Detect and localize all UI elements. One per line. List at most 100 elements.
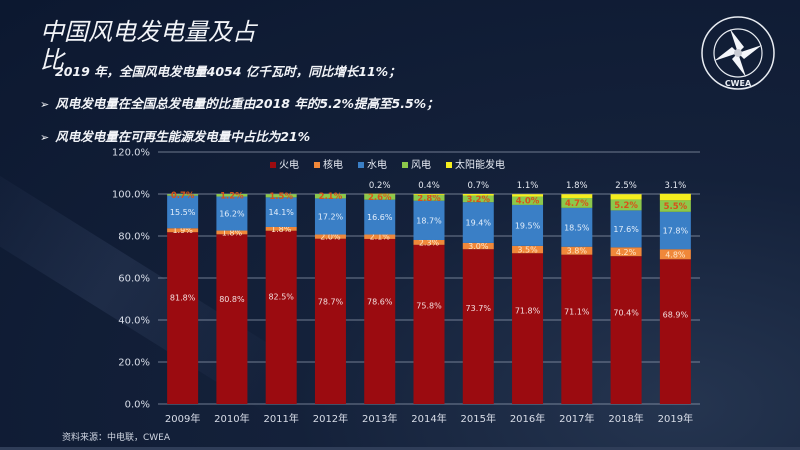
bar-segment-thermal xyxy=(610,256,642,404)
data-label: 71.8% xyxy=(515,307,541,316)
data-label: 5.5% xyxy=(664,202,688,212)
bar-segment-hydro xyxy=(561,207,593,247)
bar-segment-hydro xyxy=(610,210,642,248)
bar-segment-thermal xyxy=(512,253,544,404)
bottom-divider xyxy=(0,447,800,450)
bar-segment-hydro xyxy=(659,211,691,250)
bar-segment-hydro xyxy=(462,202,494,243)
data-label: 0.2% xyxy=(369,181,391,191)
bar-segment-thermal xyxy=(265,230,297,404)
data-label: 16.2% xyxy=(219,210,245,219)
bar-segment-thermal xyxy=(462,249,494,404)
bar-segment-wind xyxy=(561,197,593,208)
source-note: 资料来源：中电联，CWEA xyxy=(62,433,171,443)
data-label: 1.9% xyxy=(172,226,193,235)
bar-segment-nuclear xyxy=(462,242,494,250)
bar-segment-nuclear xyxy=(216,230,248,235)
bar-segment-thermal xyxy=(413,244,445,404)
bar-segment-solar xyxy=(413,194,445,195)
bar-segment-solar xyxy=(610,194,642,200)
y-tick-label: 60.0% xyxy=(118,274,150,285)
data-label: 4.8% xyxy=(665,250,686,259)
bullet-2: ➢ 风电发电量在全国总发电量的比重由2018 年的5.2%提高至5.5%； xyxy=(40,93,439,112)
data-label: 0.7% xyxy=(171,191,195,201)
bar-segment-thermal xyxy=(216,234,248,404)
legend-swatch xyxy=(314,162,320,168)
bar-segment-hydro xyxy=(265,197,297,227)
bar-segment-hydro xyxy=(364,199,396,235)
data-label: 0.7% xyxy=(467,181,489,191)
slide-title: 中国风电发电量及占比 xyxy=(40,18,256,74)
legend-label: 核电 xyxy=(323,158,343,171)
bar-segment-wind xyxy=(659,200,691,212)
data-label: 17.2% xyxy=(318,212,344,221)
bar-segment-thermal xyxy=(364,238,396,404)
data-label: 78.7% xyxy=(318,298,344,307)
arrow-bullet-icon: ➢ xyxy=(40,98,50,111)
bar-segment-solar xyxy=(659,193,691,201)
cwea-logo-icon: CWEA xyxy=(701,16,775,90)
data-label: 3.0% xyxy=(468,242,489,251)
bar-segment-nuclear xyxy=(314,234,346,239)
bar-segment-nuclear xyxy=(265,226,297,231)
data-label: 1.1% xyxy=(517,181,539,191)
y-tick-label: 120.0% xyxy=(112,148,150,159)
bar-segment-thermal xyxy=(659,259,691,404)
bullet-3-text: 风电发电量在可再生能源发电量中占比为21% xyxy=(55,129,311,144)
bar-segment-nuclear xyxy=(512,245,544,254)
x-tick-label: 2011年 xyxy=(263,412,298,425)
legend-label: 火电 xyxy=(279,158,299,171)
bar-segment-hydro xyxy=(167,195,199,229)
bar-segment-wind xyxy=(167,194,199,196)
legend-swatch xyxy=(402,162,408,168)
bar-segment-wind xyxy=(462,195,494,203)
bullet-1-text: 2019 年，全国风电发电量4054 亿千瓦时，同比增长11%； xyxy=(55,64,401,79)
x-tick-label: 2013年 xyxy=(362,412,397,425)
data-label: 19.4% xyxy=(466,219,492,228)
data-label: 70.4% xyxy=(613,308,639,317)
data-label: 14.1% xyxy=(268,208,294,217)
bar-segment-thermal xyxy=(314,238,346,404)
bar-segment-wind xyxy=(512,196,544,205)
arrow-bullet-icon: ➢ xyxy=(40,131,50,144)
data-label: 4.2% xyxy=(616,248,637,257)
bar-segment-wind xyxy=(265,194,297,198)
data-label: 15.5% xyxy=(170,208,196,217)
bar-segment-wind xyxy=(216,194,248,197)
data-label: 3.5% xyxy=(517,246,538,255)
bar-segment-thermal xyxy=(561,254,593,404)
y-tick-label: 20.0% xyxy=(118,358,150,369)
data-label: 5.2% xyxy=(614,201,638,211)
data-label: 1.2% xyxy=(220,191,244,201)
data-label: 80.8% xyxy=(219,295,245,304)
data-label: 75.8% xyxy=(416,301,442,310)
data-label: 73.7% xyxy=(466,304,492,313)
bar-segment-hydro xyxy=(512,204,544,246)
data-label: 1.8% xyxy=(566,181,588,191)
x-tick-label: 2015年 xyxy=(461,412,496,425)
data-label: 2.6% xyxy=(368,193,392,203)
data-label: 16.6% xyxy=(367,213,393,222)
data-label: 19.5% xyxy=(515,221,541,230)
data-label: 82.5% xyxy=(268,293,294,302)
y-tick-label: 100.0% xyxy=(112,190,150,201)
logo-text-bottom: CWEA xyxy=(725,79,752,88)
data-label: 4.7% xyxy=(565,199,589,209)
legend-label: 风电 xyxy=(411,158,431,171)
legend-swatch xyxy=(270,162,276,168)
legend-swatch xyxy=(446,162,452,168)
data-label: 1.5% xyxy=(269,192,293,202)
bar-segment-wind xyxy=(364,194,396,200)
bullet-1: 2019 年，全国风电发电量4054 亿千瓦时，同比增长11%； xyxy=(55,61,401,80)
bar-segment-thermal xyxy=(167,232,199,404)
data-label: 3.2% xyxy=(466,195,490,205)
bar-segment-wind xyxy=(610,199,642,211)
y-tick-label: 80.0% xyxy=(118,232,150,243)
bar-segment-solar xyxy=(462,194,494,196)
data-label: 2.3% xyxy=(419,238,440,247)
legend-swatch xyxy=(358,162,364,168)
x-tick-label: 2019年 xyxy=(658,412,693,425)
data-label: 3.1% xyxy=(665,181,687,191)
data-label: 1.8% xyxy=(271,225,292,234)
